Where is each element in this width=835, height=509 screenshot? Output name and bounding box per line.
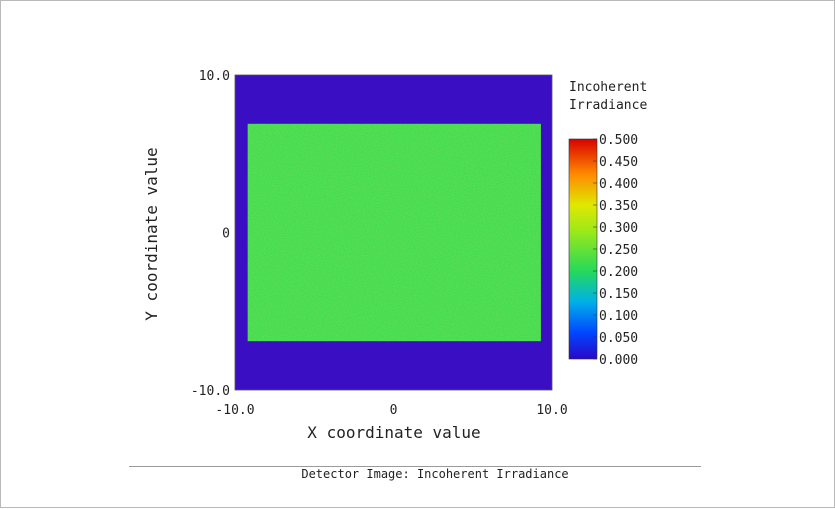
y-axis-label: Y coordinate value xyxy=(142,147,161,320)
colorbar-ticks: 0.500 0.450 0.400 0.350 0.300 0.250 0.200 0.150… xyxy=(593,133,638,368)
x-axis-label: X coordinate value xyxy=(307,423,480,442)
x-tick-label: 10.0 xyxy=(536,403,567,418)
y-tick-label: -10.0 xyxy=(191,384,230,399)
colorbar-tick-label: 0.300 xyxy=(599,221,638,236)
x-tick-label: -10.0 xyxy=(215,403,254,418)
colorbar-tick-label: 0.050 xyxy=(599,331,638,346)
colorbar-title-line-1: Incoherent xyxy=(569,80,647,95)
x-tick-label: 0 xyxy=(390,403,398,418)
colorbar-tick-label: 0.500 xyxy=(599,133,638,148)
caption-divider xyxy=(129,466,701,467)
y-tick-label: 10.0 xyxy=(199,69,230,84)
colorbar xyxy=(568,138,598,360)
colorbar-tick-label: 0.100 xyxy=(599,309,638,324)
colorbar-tick-label: 0.200 xyxy=(599,265,638,280)
y-axis-ticks: 10.0 0 -10.0 xyxy=(191,69,230,399)
colorbar-tick-label: 0.450 xyxy=(599,155,638,170)
colorbar-tick-label: 0.000 xyxy=(599,353,638,368)
plot-border xyxy=(234,74,553,391)
colorbar-tick-label: 0.250 xyxy=(599,243,638,258)
colorbar-tick-label: 0.150 xyxy=(599,287,638,302)
colorbar-tick-label: 0.350 xyxy=(599,199,638,214)
colorbar-tick-label: 0.400 xyxy=(599,177,638,192)
x-axis-ticks: -10.0 0 10.0 xyxy=(215,403,567,418)
y-tick-label: 0 xyxy=(222,227,230,242)
figure-caption: Detector Image: Incoherent Irradiance xyxy=(301,467,569,481)
colorbar-title-line-2: Irradiance xyxy=(569,98,647,113)
region-texture xyxy=(247,123,541,342)
heatmap-area xyxy=(234,74,553,391)
